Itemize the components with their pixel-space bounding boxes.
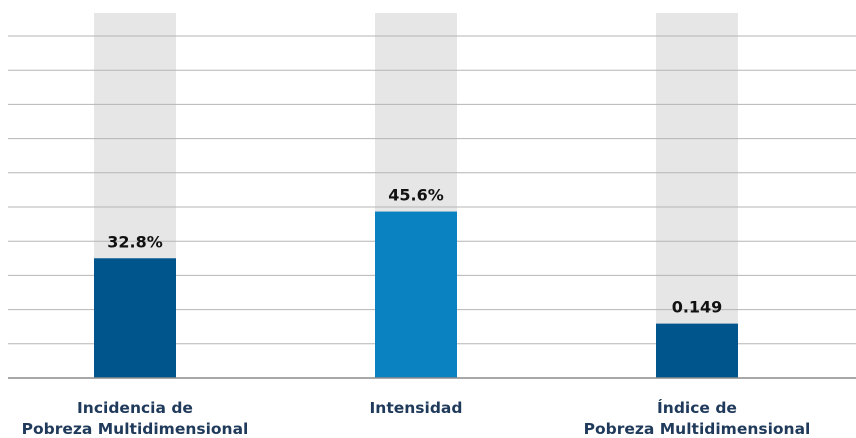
tick-label: Índice de Pobreza Multidimensional xyxy=(584,398,811,438)
background-bars xyxy=(94,13,738,378)
data-bars xyxy=(94,211,738,378)
tick-label-line: Incidencia de xyxy=(77,399,193,417)
tick-label-line: Pobreza Multidimensional xyxy=(584,420,811,438)
category-labels: Incidencia de Pobreza Multidimensional Int… xyxy=(22,398,811,438)
data-label: 32.8% xyxy=(107,232,163,251)
bar xyxy=(375,211,457,378)
background-bar xyxy=(656,13,738,378)
value-labels: 32.8% 45.6% 0.149 xyxy=(107,186,722,317)
tick-label: Incidencia de Pobreza Multidimensional xyxy=(22,399,249,438)
tick-label-line: Pobreza Multidimensional xyxy=(22,420,249,438)
tick-label: Intensidad xyxy=(370,399,463,417)
data-label: 45.6% xyxy=(388,186,444,205)
tick-label-line: Intensidad xyxy=(370,399,463,417)
tick-label-line: Índice de xyxy=(657,398,737,417)
data-label: 0.149 xyxy=(672,298,723,317)
bar xyxy=(656,323,738,378)
bar xyxy=(94,258,176,378)
